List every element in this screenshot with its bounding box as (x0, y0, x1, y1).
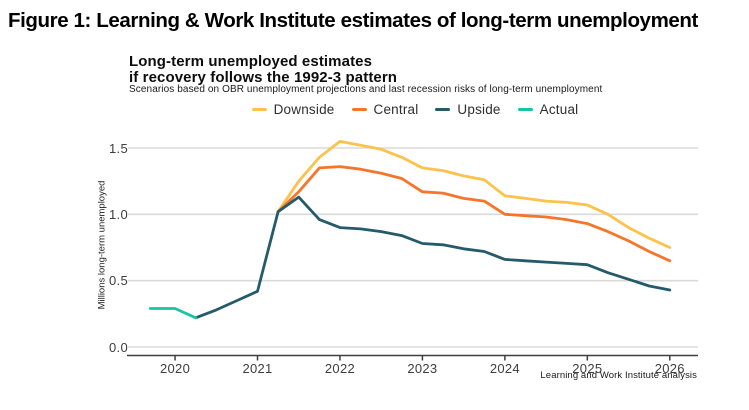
x-tick-label: 2024 (489, 361, 520, 376)
x-tick-label: 2022 (324, 361, 356, 376)
chart-subtitle: Scenarios based on OBR unemployment proj… (129, 84, 603, 95)
legend-swatch-downside (251, 107, 267, 112)
x-tick-label: 2021 (242, 361, 273, 376)
legend-label: Downside (273, 102, 335, 117)
legend-label: Upside (457, 102, 501, 117)
x-tick-label: 2025 (572, 361, 603, 376)
legend-item-actual: Actual (517, 102, 579, 117)
legend-item-central: Central (351, 102, 419, 117)
series-line-upside (194, 195, 672, 320)
series-line-downside (276, 139, 672, 249)
legend-item-upside: Upside (435, 102, 500, 117)
x-tick-label: 2026 (654, 361, 685, 376)
chart-title: Long-term unemployed estimates if recove… (129, 54, 397, 86)
y-tick-label: 0.0 (109, 339, 128, 355)
legend-label: Actual (539, 102, 579, 117)
y-tick-label: 0.5 (109, 273, 128, 289)
source-caption: Learning and Work Institute analysis (540, 370, 697, 381)
series-line-actual (148, 307, 198, 320)
legend-swatch-actual (517, 107, 533, 112)
series-line-central (276, 165, 672, 263)
legend-swatch-upside (435, 107, 451, 112)
figure-title: Figure 1: Learning & Work Institute esti… (8, 9, 698, 32)
legend-swatch-central (351, 107, 367, 112)
y-tick-label: 1.5 (109, 140, 128, 156)
chart-title-line2: if recovery follows the 1992-3 pattern (129, 69, 398, 86)
legend-label: Central (373, 102, 419, 117)
y-tick-label: 1.0 (109, 206, 128, 222)
legend-item-downside: Downside (251, 102, 335, 117)
chart-legend: Downside Central Upside Actual (133, 102, 697, 117)
x-tick-label: 2020 (159, 361, 191, 376)
x-tick-label: 2023 (407, 361, 438, 376)
chart-title-line1: Long-term unemployed estimates (129, 53, 373, 70)
